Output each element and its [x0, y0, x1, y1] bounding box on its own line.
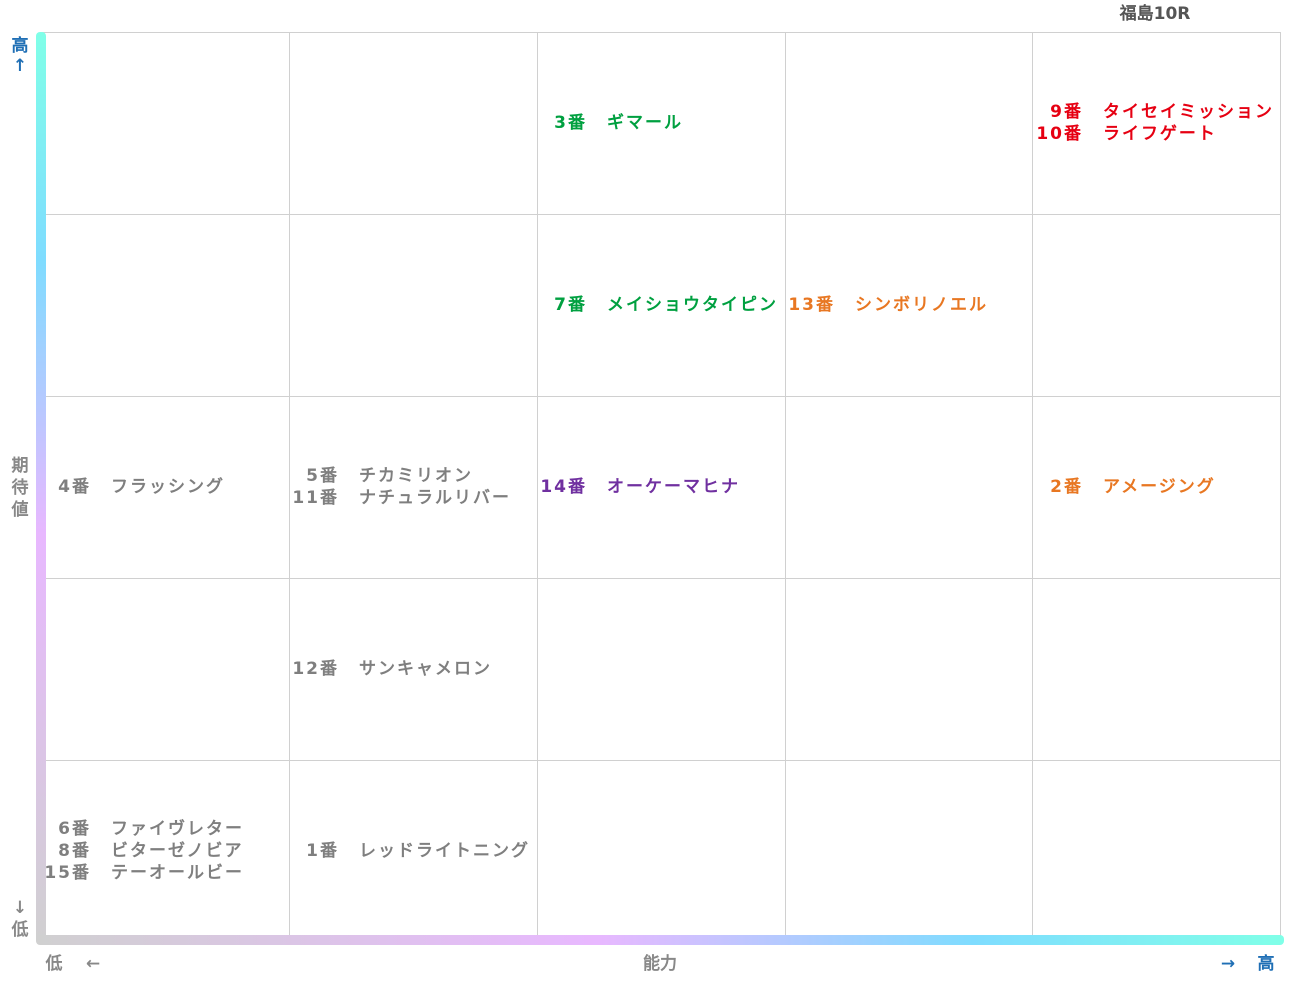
entry-number: 8番 — [58, 841, 91, 861]
entry-name: ビターゼノビア — [111, 840, 244, 861]
x-high: 高 — [1258, 953, 1275, 974]
entry-name: ファイヴレター — [111, 818, 244, 839]
entry-number: 6番 — [58, 819, 91, 839]
entry-name: ナチュラルリバー — [359, 488, 511, 508]
entry-name: シンボリノエル — [855, 295, 988, 315]
entry-number: 15番 — [44, 863, 91, 883]
entry-number: 5番 — [306, 466, 339, 486]
entry-name: メイショウタイピン — [607, 295, 778, 315]
cells: 3番 ギマール 9番 タイセイミッション 10番 ライフゲート 7番 メイショウタイピン 13番… — [44, 102, 1274, 883]
y-high: 高 — [12, 35, 29, 56]
y-label-1: 期待値 — [11, 456, 29, 520]
entry-number: 7番 — [554, 295, 587, 315]
entry-number: 1番 — [306, 841, 339, 861]
y-low: 低 — [11, 919, 29, 940]
y-high-arrow: ↑ — [13, 56, 27, 76]
entry-name: レッドライトニング — [359, 840, 530, 861]
entry-number: 3番 — [554, 113, 587, 133]
title: 福島10R — [1119, 3, 1191, 24]
x-low: 低 — [45, 953, 63, 974]
entry-name: アメージング — [1103, 476, 1216, 497]
entry-name: ギマール — [607, 113, 683, 133]
x-axis-bar — [36, 935, 1284, 945]
y-low-arrow: ↓ — [13, 898, 27, 918]
entry-number: 10番 — [1036, 124, 1083, 144]
x-high-arrow: → — [1221, 954, 1235, 974]
x-low-arrow: ← — [86, 954, 100, 974]
entry-name: チカミリオン — [359, 466, 473, 486]
entry-number: 12番 — [292, 659, 339, 679]
entry-number: 11番 — [292, 488, 339, 508]
entry-number: 9番 — [1050, 102, 1083, 122]
entry-name: オーケーマヒナ — [607, 477, 740, 497]
entry-number: 14番 — [540, 477, 587, 497]
entry-name: テーオールビー — [111, 863, 244, 883]
entry-name: サンキャメロン — [359, 659, 492, 679]
entry-name: タイセイミッション — [1103, 102, 1274, 122]
y-axis-bar — [36, 32, 46, 944]
entry-name: ライフゲート — [1103, 123, 1217, 144]
x-label: 能力 — [643, 953, 677, 974]
entry-number: 4番 — [58, 477, 91, 497]
grid-lines — [41, 32, 1281, 940]
entry-number: 2番 — [1050, 477, 1083, 497]
entry-name: フラッシング — [111, 476, 225, 497]
entry-number: 13番 — [788, 295, 835, 315]
